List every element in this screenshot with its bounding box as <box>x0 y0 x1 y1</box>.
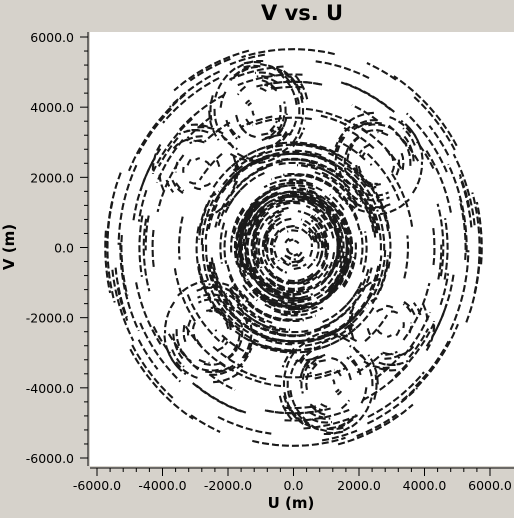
x-axis-label: U (m) <box>268 494 315 512</box>
x-tick-label: -6000.0 <box>73 478 121 493</box>
x-tick-label: 0.0 <box>284 478 304 493</box>
x-tick-label: 2000.0 <box>337 478 381 493</box>
x-tick-label: -2000.0 <box>204 478 252 493</box>
y-tick-label: -6000.0 <box>26 451 74 466</box>
y-tick-label: -4000.0 <box>26 381 74 396</box>
uv-track-arc <box>253 111 254 116</box>
x-tick-label: 4000.0 <box>403 478 447 493</box>
uv-track-arc <box>371 164 372 166</box>
uv-track-arc <box>333 380 334 385</box>
x-tick-label: 6000.0 <box>468 478 512 493</box>
y-tick-label: 4000.0 <box>30 100 74 115</box>
y-tick-label: 6000.0 <box>30 30 74 45</box>
uv-track-arc <box>216 330 217 332</box>
uv-track-arc <box>294 254 298 255</box>
y-tick-label: 2000.0 <box>30 170 74 185</box>
y-axis-label: V (m) <box>0 224 18 270</box>
chart-title: V vs. U <box>261 1 343 25</box>
x-tick-label: -4000.0 <box>138 478 186 493</box>
uv-track-arc <box>290 240 294 241</box>
y-tick-label: 0.0 <box>54 241 74 256</box>
y-tick-label: -2000.0 <box>26 311 74 326</box>
